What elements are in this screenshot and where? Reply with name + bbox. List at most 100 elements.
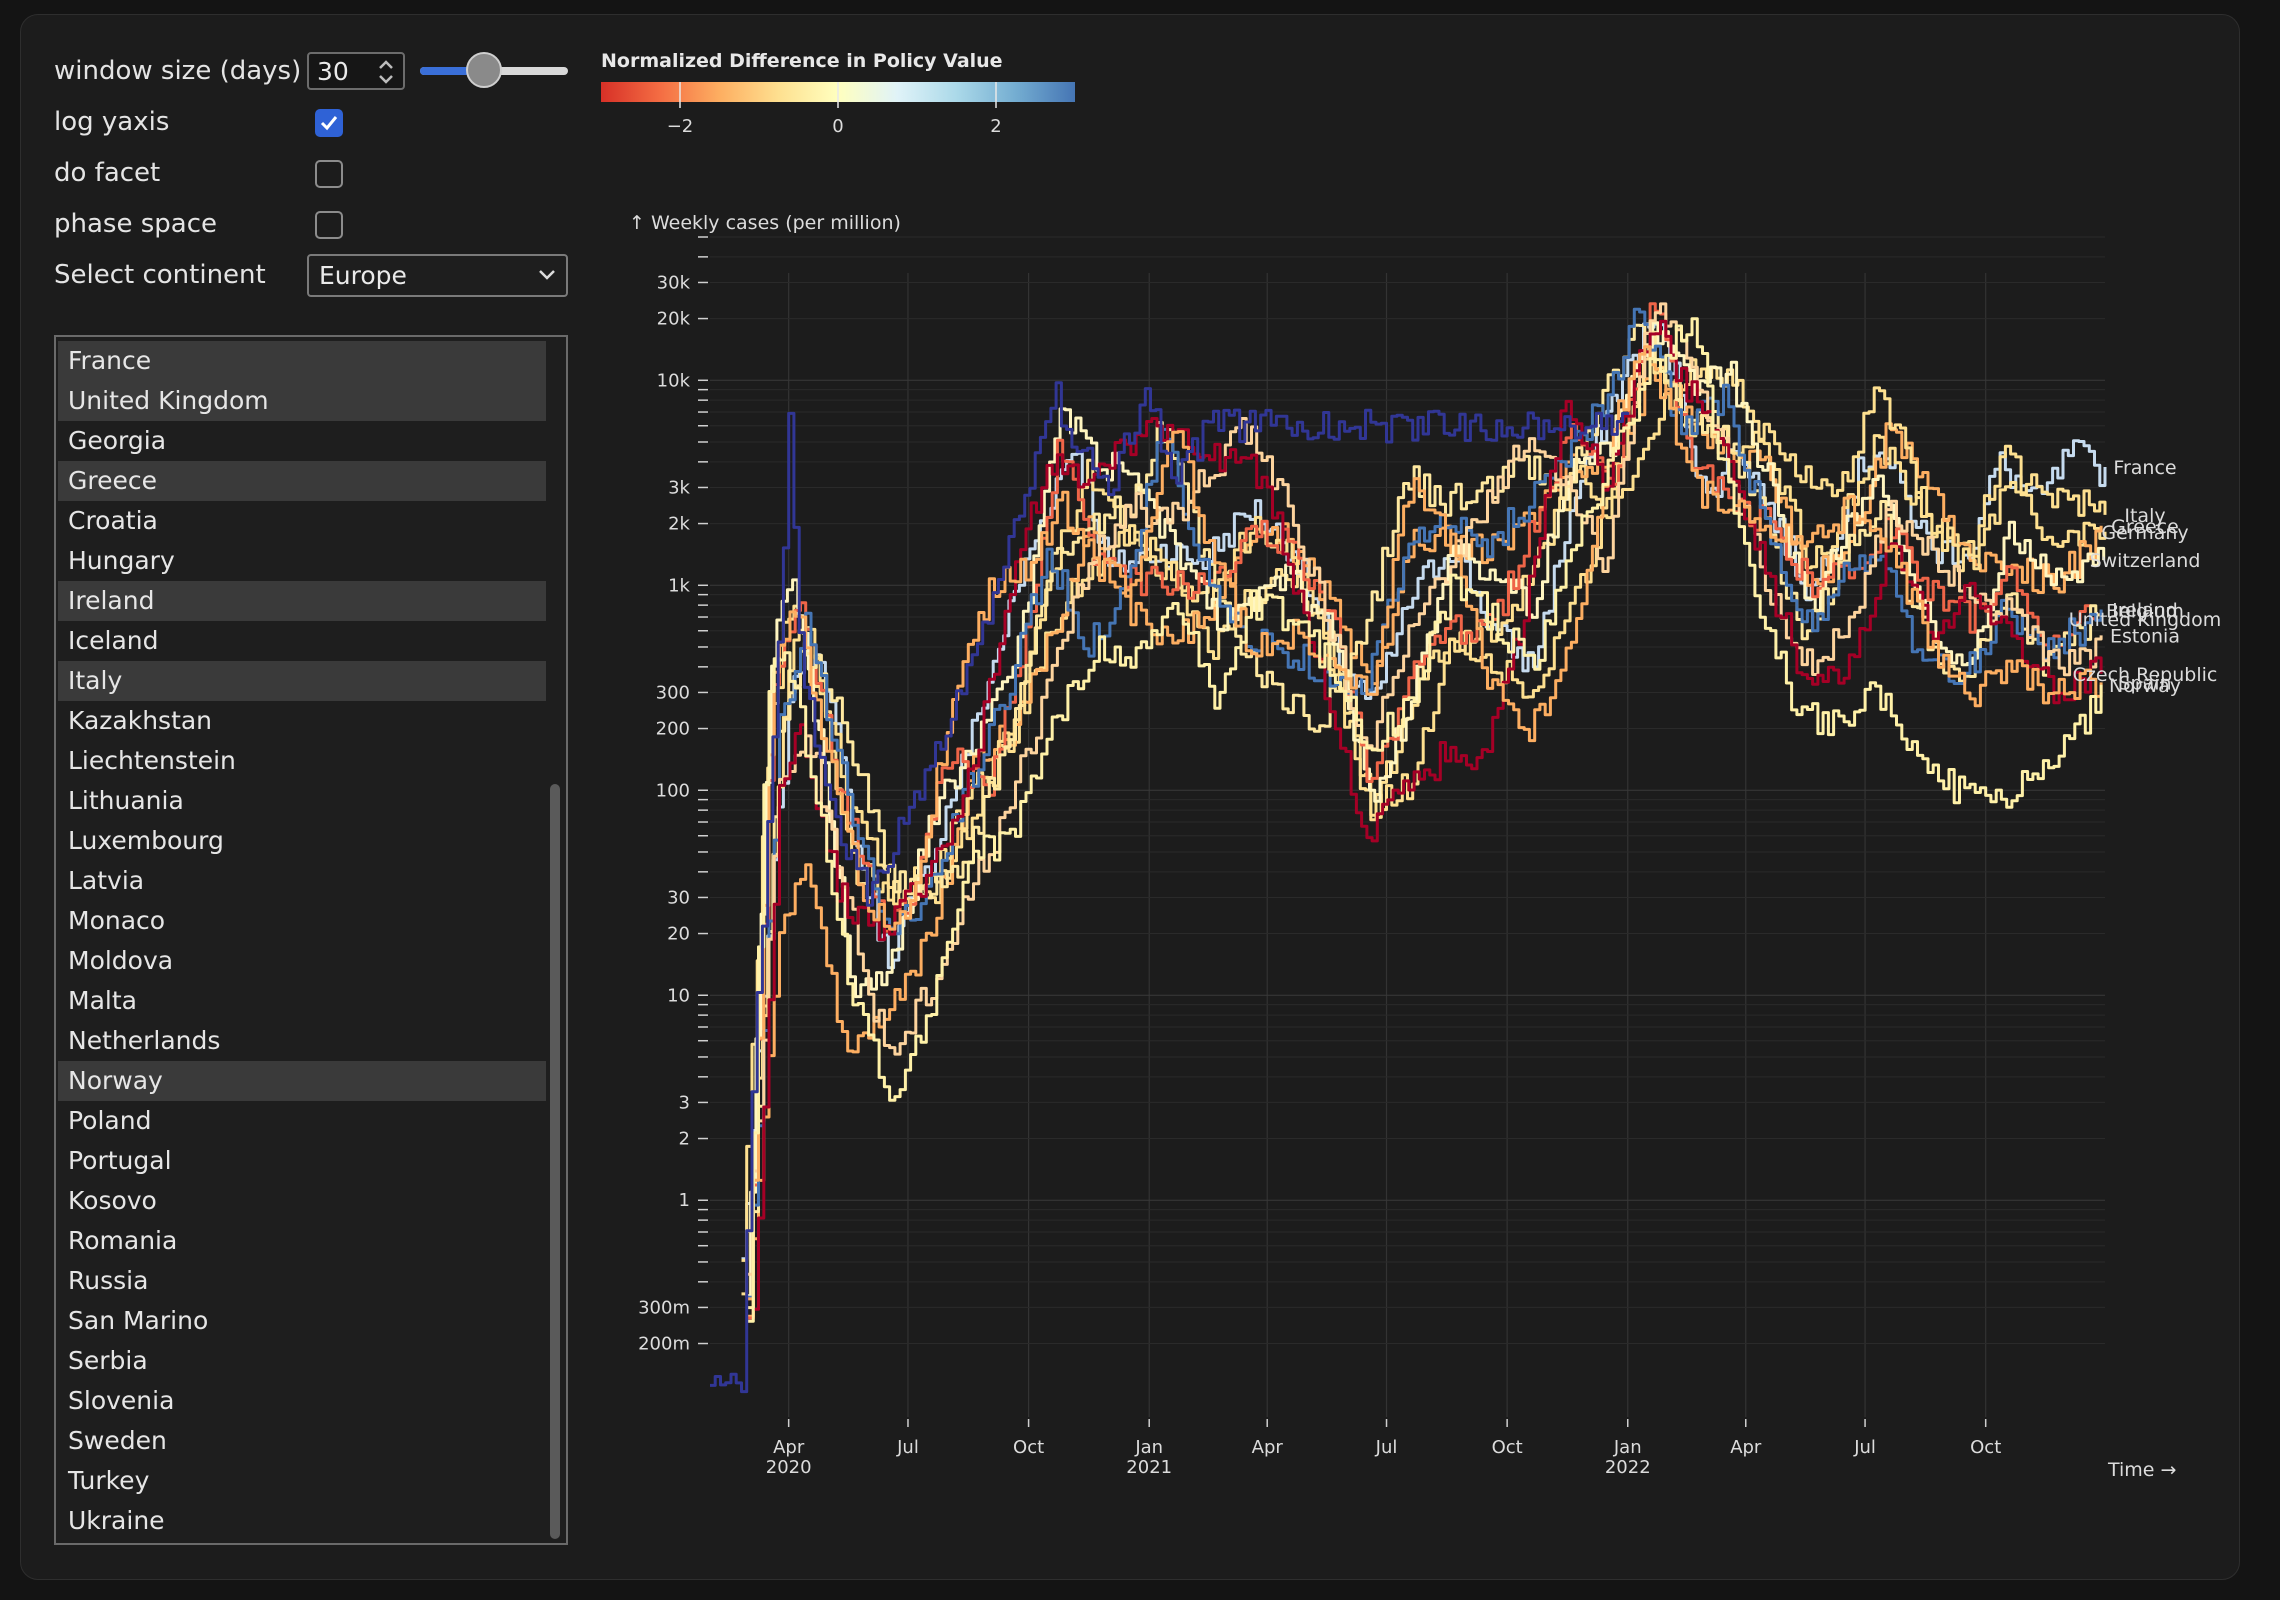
legend-title: Normalized Difference in Policy Value <box>601 50 1003 72</box>
y-tick-label: 30k <box>657 272 691 293</box>
listbox-scrollbar[interactable] <box>550 784 560 1539</box>
series-end-label: France <box>2113 457 2176 479</box>
x-tick-label: Apr <box>1252 1437 1284 1458</box>
x-tick-label: Jul <box>896 1437 919 1458</box>
series-line <box>748 345 2103 1301</box>
x-tick-year: 2022 <box>1605 1457 1651 1478</box>
series-end-label: Czech Republic <box>2073 664 2218 686</box>
series-line <box>748 302 2103 1320</box>
series-end-label: Estonia <box>2110 625 2180 647</box>
country-option[interactable]: Latvia <box>68 866 145 895</box>
slider-fill <box>420 67 472 75</box>
log-yaxis-checkbox[interactable] <box>315 109 343 137</box>
series-line <box>748 317 2103 1323</box>
y-tick-label: 3k <box>668 477 690 498</box>
country-option[interactable]: Ukraine <box>68 1506 165 1535</box>
country-option[interactable]: Russia <box>68 1266 149 1295</box>
country-option[interactable]: Moldova <box>68 946 174 975</box>
series-end-label: Ireland <box>2112 600 2178 622</box>
country-option[interactable]: Norway <box>58 1061 546 1101</box>
y-tick-label: 20k <box>657 309 691 330</box>
country-option[interactable]: Georgia <box>68 426 167 455</box>
country-option[interactable]: France <box>58 341 546 381</box>
color-legend: −2 0 2 <box>601 82 1075 137</box>
country-option[interactable]: Iceland <box>68 626 159 655</box>
x-tick-label: Oct <box>1013 1437 1044 1458</box>
series-line <box>748 323 2103 1310</box>
country-option[interactable]: United Kingdom <box>58 381 546 421</box>
y-tick-label: 20 <box>667 924 690 945</box>
y-tick-label: 300m <box>638 1297 690 1318</box>
stepper-icon[interactable] <box>377 58 395 86</box>
x-axis-title: Time → <box>2107 1459 2176 1481</box>
country-option[interactable]: Romania <box>68 1226 178 1255</box>
series-line <box>741 358 2107 1296</box>
log-yaxis-label: log yaxis <box>54 107 170 137</box>
continent-select[interactable]: Europe <box>307 254 568 297</box>
do-facet-label: do facet <box>54 158 161 188</box>
y-tick-label: 10k <box>657 370 691 391</box>
y-tick-label: 300 <box>656 682 690 703</box>
y-tick-label: 1 <box>679 1190 690 1211</box>
window-size-value: 30 <box>317 57 349 86</box>
y-tick-label: 200 <box>656 719 690 740</box>
window-size-input[interactable]: 30 <box>307 52 405 90</box>
country-option[interactable]: Poland <box>68 1106 152 1135</box>
country-option[interactable]: Sweden <box>68 1426 167 1455</box>
country-option[interactable]: Croatia <box>68 506 158 535</box>
y-tick-label: 10 <box>667 985 690 1006</box>
series-end-label: Norway <box>2109 675 2181 697</box>
select-continent-label: Select continent <box>54 260 266 290</box>
country-option[interactable]: Liechtenstein <box>68 746 236 775</box>
country-option[interactable]: Kosovo <box>68 1186 157 1215</box>
x-tick-label: Oct <box>1970 1437 2001 1458</box>
country-option[interactable]: Serbia <box>68 1346 148 1375</box>
y-tick-label: 100 <box>656 780 690 801</box>
legend-tick-label: −2 <box>667 116 694 137</box>
phase-space-checkbox[interactable] <box>315 211 343 239</box>
country-option[interactable]: Greece <box>58 461 546 501</box>
country-listbox[interactable]: France United Kingdom Georgia Greece Croatia… <box>54 335 568 1545</box>
legend-tick-label: 2 <box>990 116 1001 137</box>
series-line <box>745 321 2106 1298</box>
series-end-label: Italy <box>2124 505 2165 527</box>
y-tick-label: 2k <box>668 514 690 535</box>
country-option[interactable]: Kazakhstan <box>68 706 213 735</box>
country-option[interactable]: Luxembourg <box>68 826 224 855</box>
country-option[interactable]: Monaco <box>68 906 166 935</box>
do-facet-checkbox[interactable] <box>315 160 343 188</box>
series-end-label: Spain <box>2118 672 2171 694</box>
country-option[interactable]: Portugal <box>68 1146 172 1175</box>
series-line <box>748 302 2103 1276</box>
chevron-down-icon <box>539 270 555 280</box>
legend-tick-label: 0 <box>832 116 843 137</box>
x-tick-label: Jul <box>1375 1437 1398 1458</box>
phase-space-label: phase space <box>54 209 217 239</box>
x-tick-label: Oct <box>1492 1437 1523 1458</box>
x-tick-label: Jul <box>1853 1437 1876 1458</box>
x-tick-year: 2021 <box>1126 1457 1172 1478</box>
y-tick-label: 30 <box>667 887 690 908</box>
x-tick-year: 2020 <box>766 1457 812 1478</box>
series-line <box>710 381 1630 1394</box>
series-end-label: Germany <box>2101 522 2188 544</box>
y-tick-label: 200m <box>638 1334 690 1355</box>
series-end-label: Belgium <box>2106 600 2184 622</box>
window-size-label: window size (days) <box>54 56 302 86</box>
country-option[interactable]: Ireland <box>58 581 546 621</box>
country-option[interactable]: Slovenia <box>68 1386 175 1415</box>
country-option[interactable]: Malta <box>68 986 137 1015</box>
window-size-slider[interactable] <box>420 52 568 88</box>
series-line <box>753 319 2103 1311</box>
x-tick-label: Apr <box>1730 1437 1762 1458</box>
slider-thumb[interactable] <box>465 52 502 88</box>
country-option[interactable]: Italy <box>58 661 546 701</box>
y-tick-label: 2 <box>679 1129 690 1150</box>
country-option[interactable]: Hungary <box>68 546 175 575</box>
country-option[interactable]: Turkey <box>68 1466 150 1495</box>
y-tick-label: 1k <box>668 575 690 596</box>
series-end-label: Greece <box>2111 516 2179 538</box>
country-option[interactable]: San Marino <box>68 1306 209 1335</box>
country-option[interactable]: Lithuania <box>68 786 184 815</box>
country-option[interactable]: Netherlands <box>68 1026 221 1055</box>
